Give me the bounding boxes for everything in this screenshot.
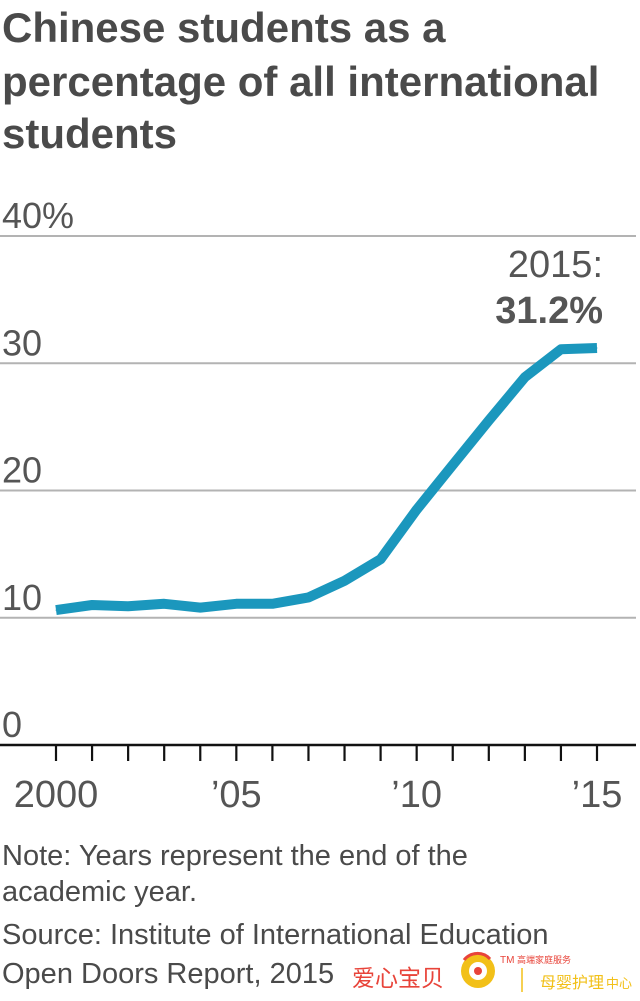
y-tick-label: 30 [2,322,42,363]
note-line-2: academic year. [2,876,197,908]
watermark-service: 母婴护理 [540,973,604,992]
data-point [416,509,418,511]
watermark-tm: TM [500,955,514,966]
x-axis-ticks [54,745,599,761]
series-layer [55,343,598,616]
title-line-2: percentage of all international [2,58,599,105]
annotation-value: 31.2% [495,290,603,332]
data-point [452,464,454,466]
data-point [488,420,490,421]
end-annotation: 2015: 31.2% [495,244,603,332]
data-point [163,603,165,605]
data-point [596,347,598,349]
data-point [127,605,129,607]
data-point [91,604,93,606]
x-tick-label: ’15 [572,774,623,816]
x-tick-label: ’05 [211,774,262,816]
title-line-3: students [2,110,177,157]
x-tick-label: ’10 [391,774,442,816]
y-tick-label: 10 [2,577,42,618]
y-tick-label: 0 [2,704,22,745]
data-point [199,607,201,609]
watermark: 爱心宝贝 TM 高端家庭服务 母婴护理 中心 [352,951,632,992]
x-tick-label: 2000 [14,774,99,816]
x-axis-tick-labels: 2000 ’05 ’10 ’15 [14,774,623,816]
data-point [235,603,237,605]
watermark-service-sub: 中心 [606,977,632,992]
data-point [344,580,345,582]
data-point [55,609,57,611]
y-tick-label: 20 [2,450,42,491]
y-axis-tick-labels: 40% 30 20 10 0 [2,195,74,745]
data-point [560,348,562,350]
gridlines [0,235,636,619]
data-point [524,376,526,378]
source-line-2: Open Doors Report, 2015 [2,958,334,990]
y-tick-label: 40% [2,195,74,236]
watermark-tagline: 高端家庭服务 [517,954,571,966]
series-line [55,343,598,616]
data-point [308,596,309,598]
watermark-logo [461,951,495,988]
chart-notes: Note: Years represent the end of the aca… [2,840,549,990]
source-line-1: Source: Institute of International Educa… [2,919,549,951]
chart-title: Chinese students as a percentage of all … [2,4,599,157]
data-point [271,603,273,605]
data-point [380,558,382,560]
title-line-1: Chinese students as a [2,4,446,51]
note-line-1: Note: Years represent the end of the [2,840,468,872]
annotation-year: 2015: [508,244,603,286]
watermark-brand: 爱心宝贝 [352,966,444,992]
